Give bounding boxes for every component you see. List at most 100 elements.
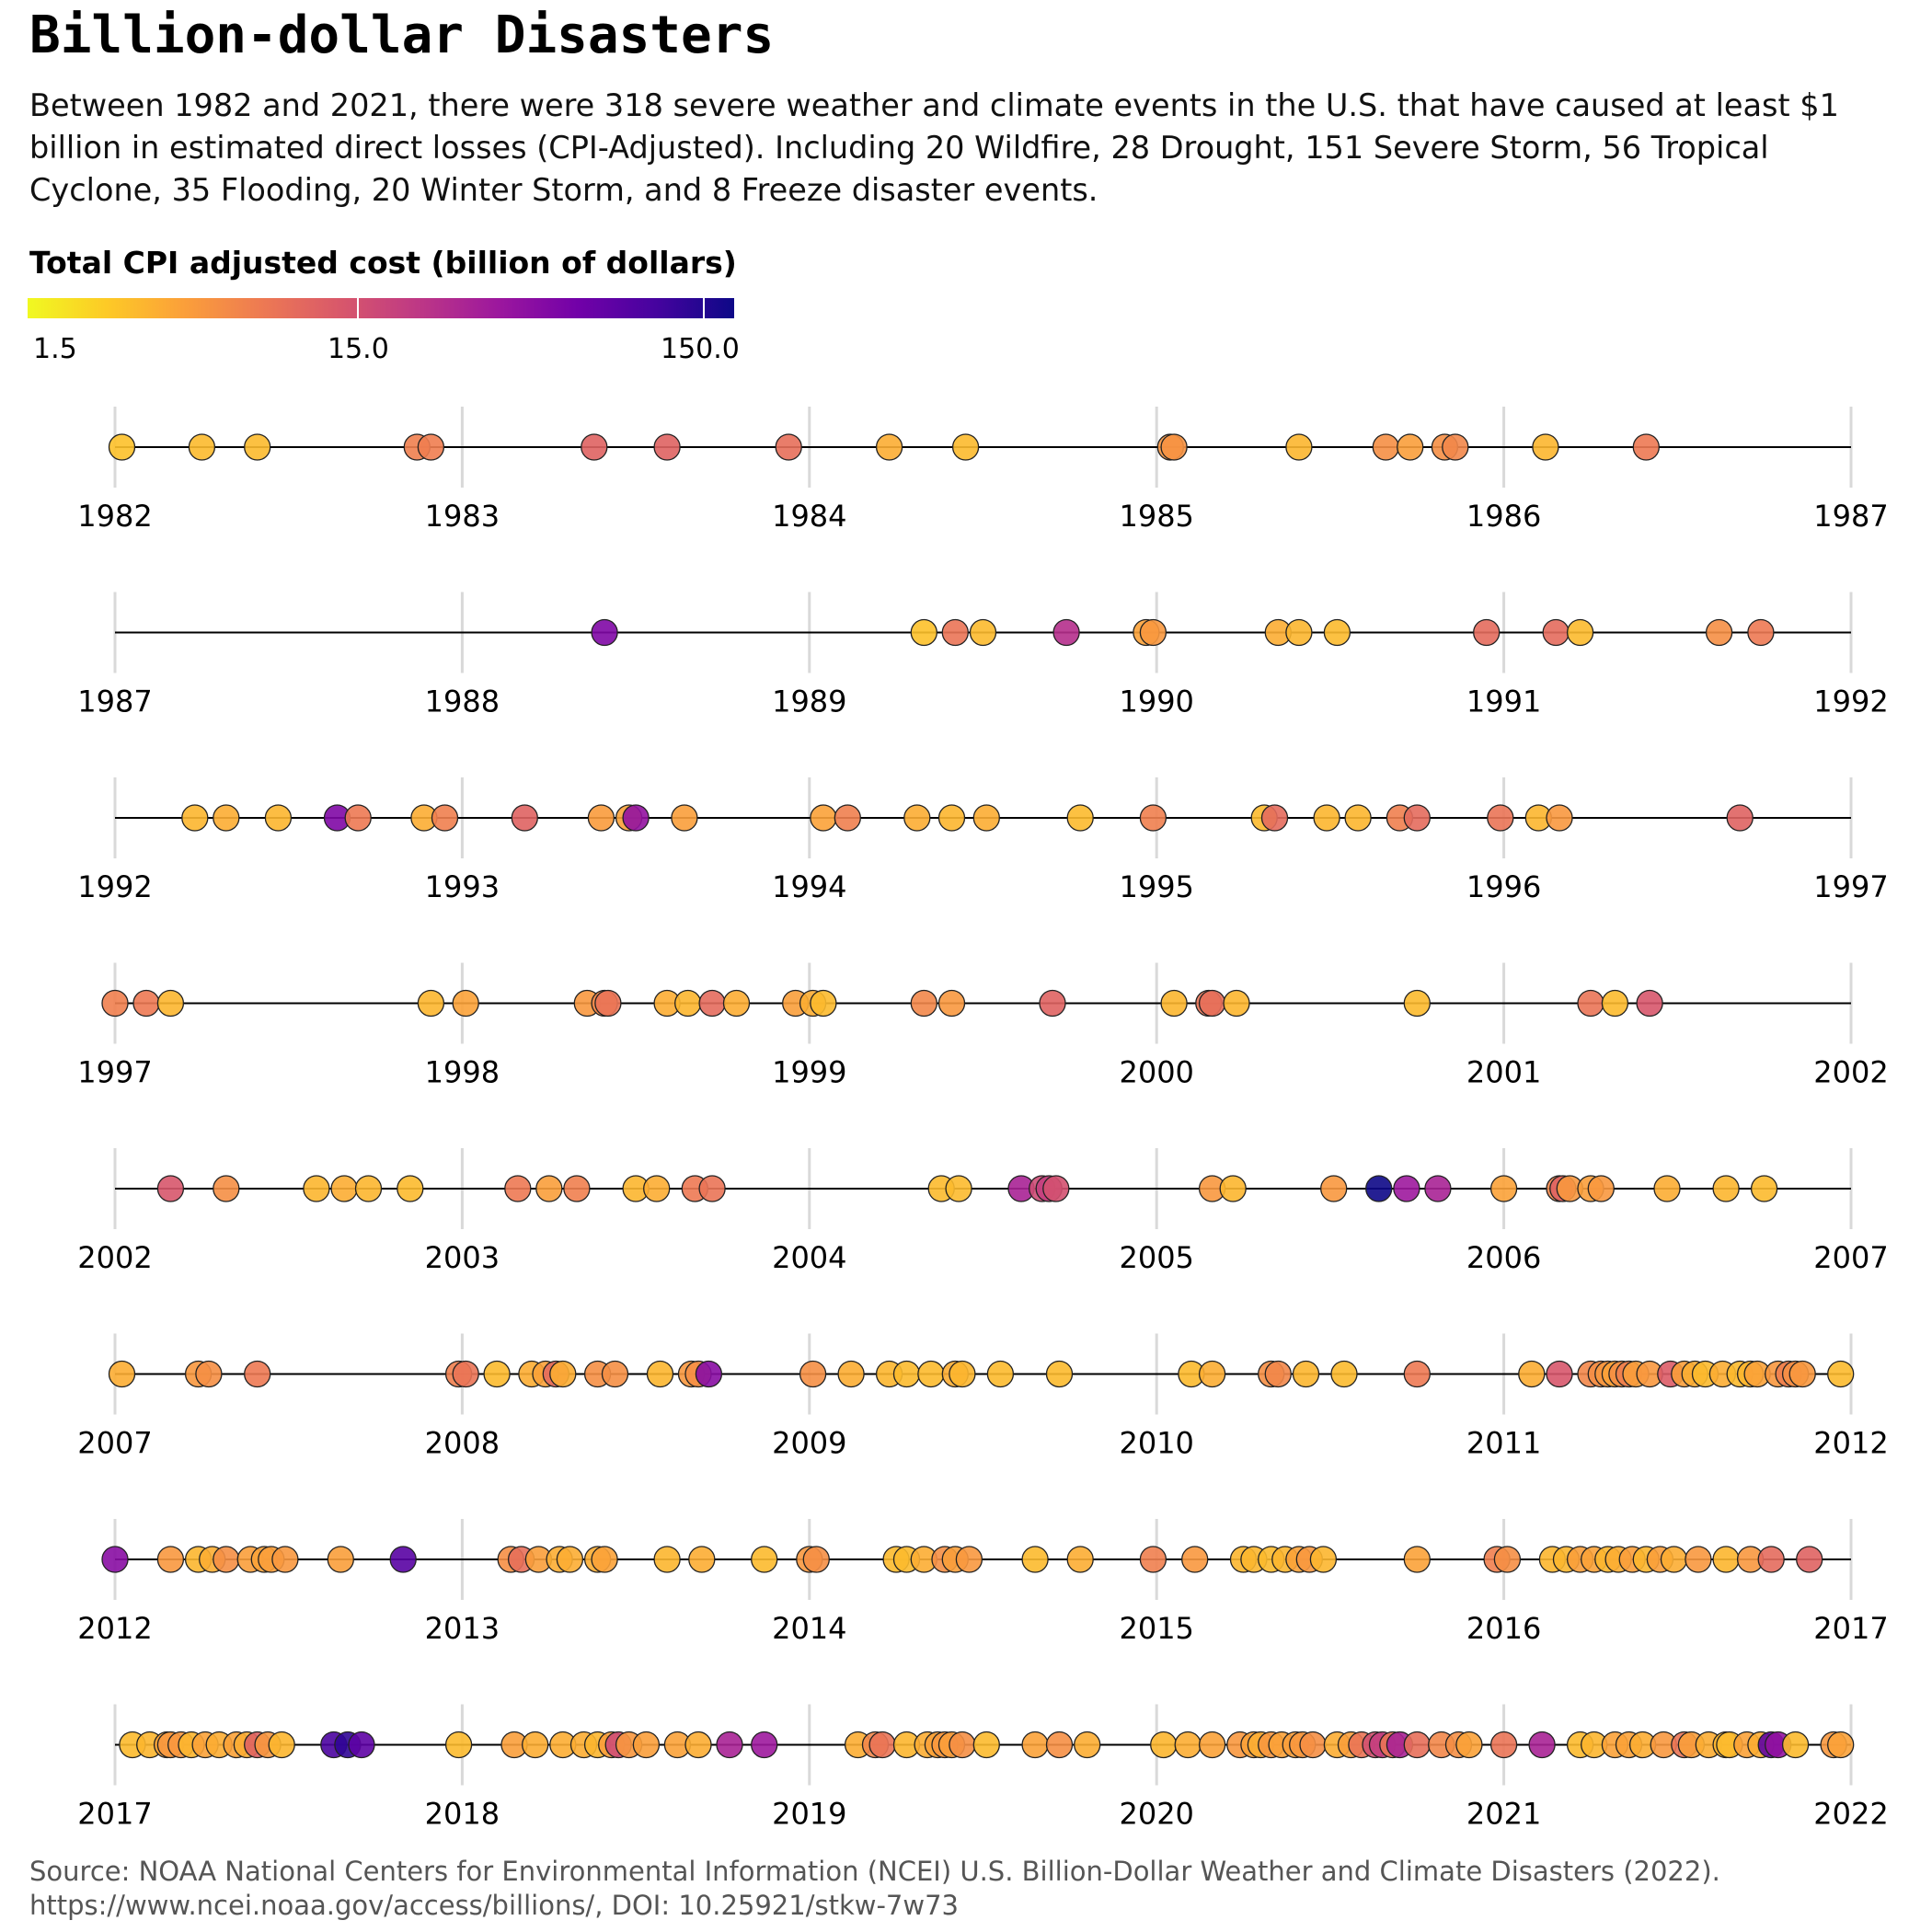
disaster-event-marker <box>1827 1360 1855 1388</box>
disaster-event-marker <box>397 1175 424 1202</box>
disaster-event-marker <box>646 1360 674 1388</box>
disaster-event-marker <box>1747 618 1775 647</box>
year-tick-label: 1997 <box>1813 869 1888 904</box>
legend-tick-mark <box>357 298 359 318</box>
disaster-event-marker <box>1518 1360 1546 1388</box>
disaster-event-marker <box>941 618 969 647</box>
disaster-event-marker <box>834 804 861 832</box>
disaster-event-marker <box>213 1546 240 1573</box>
year-tick-label: 1987 <box>1813 499 1888 534</box>
disaster-event-marker <box>511 804 538 832</box>
disaster-event-marker <box>417 433 445 461</box>
year-tick-label: 1996 <box>1466 869 1541 904</box>
disaster-event-marker <box>653 1546 681 1573</box>
disaster-event-marker <box>1045 1731 1074 1759</box>
disaster-event-marker <box>1260 804 1289 832</box>
disaster-event-marker <box>444 1731 473 1759</box>
disaster-event-marker <box>972 1731 1000 1759</box>
disaster-event-marker <box>1021 1731 1049 1759</box>
year-tick-label: 1988 <box>425 684 500 719</box>
disaster-event-marker <box>1587 1175 1615 1202</box>
disaster-event-marker <box>1320 1175 1348 1202</box>
disaster-event-marker <box>1750 1175 1778 1202</box>
year-tick-label: 2000 <box>1119 1055 1193 1090</box>
disaster-event-marker <box>587 804 615 832</box>
disaster-event-marker <box>1455 1731 1483 1759</box>
disaster-event-marker <box>949 1360 976 1388</box>
disaster-event-marker <box>483 1360 511 1388</box>
disaster-event-marker <box>917 1360 945 1388</box>
year-tick-label: 2003 <box>425 1240 500 1275</box>
disaster-event-marker <box>1712 1175 1740 1202</box>
disaster-event-marker <box>1542 618 1570 647</box>
disaster-event-marker <box>810 804 837 832</box>
disaster-event-marker <box>802 1546 830 1573</box>
disaster-event-marker <box>972 804 1000 832</box>
disaster-event-marker <box>1781 1731 1810 1759</box>
disaster-event-marker <box>1705 618 1733 647</box>
disaster-event-marker <box>1139 804 1167 832</box>
disaster-event-marker <box>1198 1731 1226 1759</box>
disaster-event-marker <box>1052 618 1080 647</box>
disaster-event-marker <box>1712 1546 1740 1573</box>
year-tick-label: 1989 <box>772 684 846 719</box>
year-tick-label: 1985 <box>1119 499 1193 534</box>
disaster-event-marker <box>389 1546 417 1573</box>
disaster-event-marker <box>1528 1731 1556 1759</box>
disaster-event-marker <box>156 989 185 1018</box>
disaster-event-marker <box>1788 1360 1816 1388</box>
disaster-event-marker <box>354 1175 383 1202</box>
disaster-event-marker <box>504 1175 532 1202</box>
disaster-event-marker <box>1487 804 1514 832</box>
disaster-event-marker <box>1532 433 1559 461</box>
disaster-event-marker <box>452 989 479 1018</box>
year-tick-label: 1984 <box>772 499 846 534</box>
year-tick-label: 1992 <box>77 869 152 904</box>
disaster-event-marker <box>556 1546 584 1573</box>
disaster-event-marker <box>698 1175 726 1202</box>
disaster-event-marker <box>156 1546 185 1573</box>
disaster-event-marker <box>1160 989 1188 1018</box>
year-tick-label: 2004 <box>772 1240 846 1275</box>
disaster-event-marker <box>688 1546 716 1573</box>
disaster-event-marker <box>195 1360 223 1388</box>
year-tick-label: 1994 <box>772 869 846 904</box>
year-tick-label: 1982 <box>77 499 152 534</box>
disaster-event-marker <box>949 1731 976 1759</box>
source-note: Source: NOAA National Centers for Enviro… <box>29 1856 1720 1921</box>
disaster-event-marker <box>1726 804 1754 832</box>
disaster-event-marker <box>799 1360 827 1388</box>
disaster-event-marker <box>431 804 459 832</box>
disaster-event-marker <box>1198 1360 1226 1388</box>
disaster-event-marker <box>1577 989 1604 1018</box>
timeline-row: 2012 2013 2014 2015 2016 2017 <box>77 1519 1889 1646</box>
disaster-event-marker <box>674 989 702 1018</box>
year-tick-label: 1987 <box>77 684 152 719</box>
disaster-event-marker <box>1636 989 1663 1018</box>
legend-label-high: 150.0 <box>661 333 740 365</box>
year-tick-label: 1986 <box>1466 499 1541 534</box>
disaster-event-marker <box>1285 618 1313 647</box>
disaster-event-marker <box>1299 1731 1327 1759</box>
disaster-event-marker <box>1330 1360 1358 1388</box>
disaster-event-marker <box>1653 1175 1681 1202</box>
year-tick-label: 1983 <box>425 499 500 534</box>
legend-title: Total CPI adjusted cost (billion of doll… <box>29 245 737 281</box>
disaster-event-marker <box>1139 1546 1167 1573</box>
disaster-event-marker <box>132 989 160 1018</box>
year-tick-label: 2019 <box>772 1797 846 1832</box>
disaster-event-marker <box>188 433 216 461</box>
disaster-event-marker <box>344 804 372 832</box>
year-tick-label: 2002 <box>77 1240 152 1275</box>
disaster-event-marker <box>751 1731 778 1759</box>
disaster-event-marker <box>868 1731 896 1759</box>
disaster-event-marker <box>244 433 271 461</box>
year-tick-label: 2021 <box>1466 1797 1541 1832</box>
year-tick-label: 1990 <box>1119 684 1193 719</box>
disaster-event-marker <box>1323 618 1351 647</box>
disaster-event-marker <box>1757 1546 1785 1573</box>
disaster-event-marker <box>695 1360 723 1388</box>
disaster-event-marker <box>108 1360 136 1388</box>
legend-colorbar <box>28 298 734 318</box>
disaster-event-marker <box>452 1360 479 1388</box>
